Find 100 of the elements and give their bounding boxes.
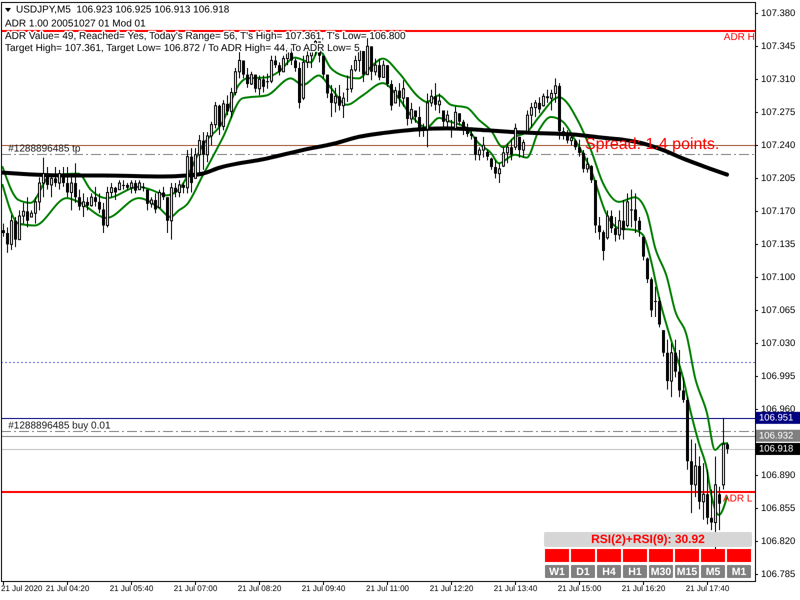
candlestick: [702, 462, 705, 520]
text: RSI(2)+RSI(9): 30.92: [591, 532, 706, 546]
candlestick: [438, 92, 441, 114]
candlestick: [390, 80, 393, 111]
y-tick-label: 106.890: [761, 470, 796, 482]
y-tick-label: 107.275: [761, 107, 796, 118]
y-tick-label: 107.100: [761, 272, 796, 284]
candlestick: [694, 442, 697, 498]
candlestick: [86, 196, 89, 211]
category-label: M1: [732, 566, 746, 578]
candlestick: [498, 162, 501, 184]
candlestick: [622, 200, 625, 240]
y-tick-label: 107.205: [761, 173, 796, 184]
candlestick: [322, 55, 325, 79]
candlestick: [610, 210, 613, 234]
candlestick: [522, 139, 525, 158]
candlestick: [158, 189, 161, 208]
candlestick: [534, 100, 537, 118]
candlestick: [94, 186, 97, 208]
y-tick-label: 107.030: [761, 338, 796, 350]
candlestick: [338, 84, 341, 111]
candlestick: [614, 216, 617, 242]
annotation: ADR H: [724, 32, 755, 44]
candlestick: [14, 216, 17, 248]
candlestick: [78, 189, 81, 211]
category-label: M5: [706, 566, 720, 578]
y-tick-label: 106.820: [761, 536, 796, 548]
candlestick: [494, 160, 497, 179]
category-label: W1: [549, 566, 566, 578]
annotation: #1288896485 tp: [8, 143, 81, 154]
candlestick: [482, 136, 485, 158]
candlestick: [434, 82, 437, 111]
candlestick: [258, 75, 261, 96]
y-tick-label: 106.855: [761, 503, 796, 514]
candlestick: [282, 55, 285, 72]
candlestick: [486, 150, 489, 161]
candlestick: [398, 82, 401, 108]
candlestick: [618, 210, 621, 240]
candlestick: [82, 192, 85, 218]
candlestick: [574, 139, 577, 151]
candlestick: [638, 216, 641, 238]
ref-line-label: 106.918: [759, 443, 794, 454]
x-tick-label: 21 Jul 11:00: [366, 584, 410, 594]
candlestick: [122, 180, 125, 190]
candlestick: [90, 192, 93, 208]
candlestick: [246, 68, 249, 88]
candlestick: [254, 74, 257, 94]
candlestick: [378, 58, 381, 81]
candlestick: [538, 96, 541, 114]
candlestick: [626, 192, 629, 228]
candlestick: [262, 75, 265, 94]
candlestick: [294, 58, 297, 72]
candlestick: [334, 87, 337, 113]
candlestick: [146, 189, 149, 211]
x-tick-label: 21 Jul 15:00: [558, 584, 602, 594]
candlestick: [130, 180, 133, 194]
candlestick: [678, 349, 681, 398]
candlestick: [658, 296, 661, 328]
x-tick-label: 21 Jul 12:20: [430, 584, 474, 594]
candlestick: [330, 84, 333, 118]
y-tick-label: 107.170: [761, 206, 796, 218]
candlestick: [114, 186, 117, 201]
x-tick-label: 21 Jul 04:20: [46, 584, 90, 594]
candlestick: [542, 92, 545, 108]
candlestick: [138, 180, 141, 190]
candlestick: [18, 210, 21, 240]
y-tick-label: 107.135: [761, 239, 796, 250]
candlestick: [674, 339, 677, 378]
y-tick-label: 107.310: [761, 74, 796, 86]
category-label: M15: [676, 566, 698, 578]
candlestick: [198, 134, 201, 176]
annotation: #1288896485 buy 0.01: [8, 420, 111, 432]
candlestick: [414, 110, 417, 124]
candlestick: [578, 139, 581, 158]
candlestick: [646, 257, 649, 284]
ref-line-label: 106.932: [759, 430, 794, 442]
candlestick: [342, 92, 345, 118]
candlestick: [662, 330, 665, 358]
candlestick: [590, 164, 593, 184]
ref-line-label: 106.951: [759, 412, 794, 424]
candlestick: [598, 216, 601, 240]
candlestick: [394, 86, 397, 104]
category-label: H4: [602, 566, 616, 578]
candlestick: [278, 62, 281, 76]
candlestick: [98, 192, 101, 214]
category-label: H1: [628, 566, 642, 578]
candlestick: [690, 439, 693, 514]
candlestick: [506, 142, 509, 164]
candlestick: [26, 196, 29, 228]
candlestick: [218, 104, 221, 136]
x-tick-label: 21 Jul 13:40: [494, 584, 538, 594]
candlestick: [222, 100, 225, 131]
candlestick: [642, 236, 645, 261]
candlestick: [178, 180, 181, 198]
y-tick-label: 107.380: [761, 8, 796, 20]
category-label: D1: [576, 566, 590, 578]
candlestick: [202, 132, 205, 170]
candlestick: [706, 469, 709, 525]
candlestick: [250, 71, 253, 86]
candlestick: [718, 486, 721, 531]
